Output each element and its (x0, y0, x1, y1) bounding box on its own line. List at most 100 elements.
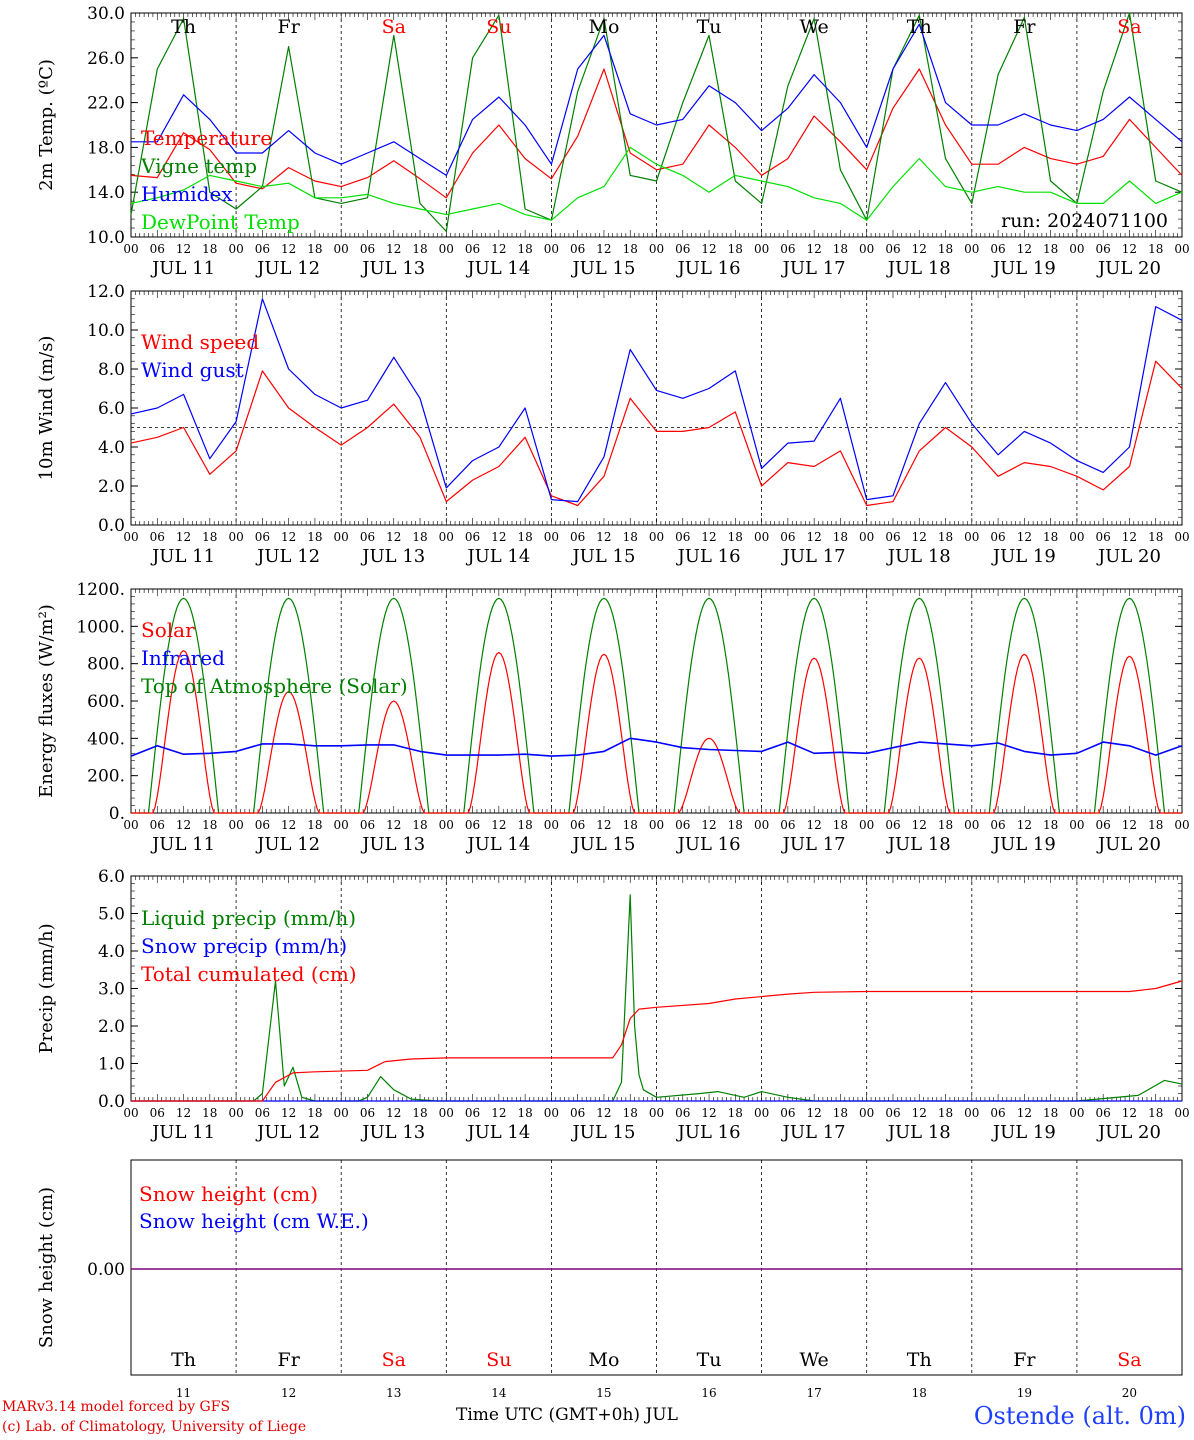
hour-tick-label: 00 (1069, 242, 1084, 256)
hour-tick-label: 18 (1043, 1106, 1058, 1120)
hour-tick-label: 06 (885, 1106, 900, 1120)
hour-tick-label: 06 (570, 818, 585, 832)
hour-tick-label: 18 (938, 818, 953, 832)
y-tick-label: 0.00 (87, 1260, 125, 1280)
hour-tick-label: 00 (228, 1106, 243, 1120)
hour-tick-label: 00 (544, 530, 559, 544)
weekday-label: Sa (1117, 16, 1141, 38)
y-tick-label: 8.0 (98, 360, 125, 380)
date-label: JUL 20 (1096, 1122, 1161, 1143)
date-label: JUL 14 (465, 1122, 530, 1143)
hour-tick-label: 06 (570, 1106, 585, 1120)
y-tick-label: 2.0 (98, 1017, 125, 1037)
series-line (131, 23, 1183, 176)
hour-tick-label: 12 (701, 530, 716, 544)
hour-tick-label: 12 (176, 818, 191, 832)
hour-tick-label: 18 (202, 530, 217, 544)
legend-entry: Infrared (141, 646, 225, 670)
hour-tick-label: 18 (938, 242, 953, 256)
date-label: JUL 18 (886, 546, 951, 567)
date-label: JUL 12 (255, 546, 320, 567)
date-label: JUL 11 (150, 546, 215, 567)
weekday-label: Su (486, 1349, 511, 1371)
legend-entry: Vigne temp (140, 154, 257, 178)
hour-tick-label: 06 (465, 1106, 480, 1120)
y-axis-label: Snow height (cm) (36, 1187, 57, 1348)
date-label: JUL 13 (360, 546, 425, 567)
hour-tick-label: 06 (1096, 1106, 1111, 1120)
date-label: JUL 20 (1096, 546, 1161, 567)
hour-tick-label: 12 (1017, 818, 1032, 832)
day-number-label: 19 (1017, 1386, 1032, 1400)
hour-tick-label: 18 (1148, 530, 1163, 544)
hour-tick-label: 18 (833, 1106, 848, 1120)
series-line (130, 146, 1183, 221)
run-label: run: 2024071100 (1001, 210, 1168, 232)
hour-tick-label: 18 (1043, 530, 1058, 544)
weekday-label: Fr (1013, 16, 1036, 38)
hour-tick-label: 06 (1096, 242, 1111, 256)
hour-tick-label: 00 (754, 530, 769, 544)
hour-tick-label: 12 (807, 1106, 822, 1120)
series-line (130, 68, 1183, 199)
hour-tick-label: 18 (833, 242, 848, 256)
hour-tick-label: 12 (807, 242, 822, 256)
hour-tick-label: 06 (255, 242, 270, 256)
hour-tick-label: 00 (123, 530, 138, 544)
hour-tick-label: 18 (623, 1106, 638, 1120)
hour-tick-label: 00 (649, 242, 664, 256)
y-tick-label: 22.0 (87, 94, 125, 114)
weekday-label: Sa (1117, 1349, 1141, 1371)
date-label: JUL 12 (255, 1122, 320, 1143)
day-number-label: 15 (596, 1386, 611, 1400)
hour-tick-label: 18 (728, 818, 743, 832)
hour-tick-label: 06 (255, 1106, 270, 1120)
hour-tick-label: 18 (728, 530, 743, 544)
date-label: JUL 14 (465, 546, 530, 567)
hour-tick-label: 06 (360, 818, 375, 832)
hour-tick-label: 18 (517, 1106, 532, 1120)
y-tick-label: 10.0 (87, 321, 125, 341)
date-label: JUL 14 (465, 834, 530, 855)
legend-entry: Wind speed (141, 330, 259, 354)
hour-tick-label: 12 (1122, 242, 1137, 256)
y-tick-label: 6.0 (98, 399, 125, 419)
date-label: JUL 20 (1096, 834, 1161, 855)
hour-tick-label: 18 (833, 530, 848, 544)
day-number-label: 20 (1122, 1386, 1137, 1400)
hour-tick-label: 12 (912, 818, 927, 832)
legend-entry: Solar (141, 618, 195, 642)
panel-frame (130, 588, 1183, 814)
panel-2: 00 06 12 18 JUL 11 00 06 12 18 JUL 12 00 06 12 18 JUL … (36, 282, 1190, 567)
y-tick-label: 2.0 (98, 477, 125, 497)
hour-tick-label: 00 (1174, 1106, 1189, 1120)
hour-tick-label: 06 (675, 818, 690, 832)
hour-tick-label: 06 (675, 242, 690, 256)
day-number-label: 13 (386, 1386, 401, 1400)
day-number-label: 11 (176, 1386, 191, 1400)
hour-tick-label: 06 (150, 818, 165, 832)
hour-tick-label: 06 (570, 530, 585, 544)
hour-tick-label: 00 (859, 1106, 874, 1120)
date-label: JUL 20 (1096, 258, 1161, 279)
hour-tick-label: 00 (859, 242, 874, 256)
series-line (130, 360, 1183, 507)
hour-tick-label: 00 (334, 530, 349, 544)
hour-tick-label: 12 (807, 530, 822, 544)
weekday-label: We (800, 1349, 829, 1371)
hour-tick-label: 00 (859, 530, 874, 544)
hour-tick-label: 18 (1148, 818, 1163, 832)
hour-tick-label: 12 (1122, 530, 1137, 544)
hour-tick-label: 18 (412, 1106, 427, 1120)
hour-tick-label: 00 (859, 818, 874, 832)
date-label: JUL 17 (781, 1122, 846, 1143)
y-tick-label: 400. (87, 729, 125, 749)
hour-tick-label: 00 (1069, 530, 1084, 544)
hour-tick-label: 18 (623, 530, 638, 544)
weekday-label: Sa (382, 16, 406, 38)
hour-tick-label: 12 (176, 530, 191, 544)
weekday-label: Fr (278, 1349, 301, 1371)
weekday-label: Su (486, 16, 511, 38)
hour-tick-label: 00 (964, 818, 979, 832)
hour-tick-label: 12 (701, 242, 716, 256)
